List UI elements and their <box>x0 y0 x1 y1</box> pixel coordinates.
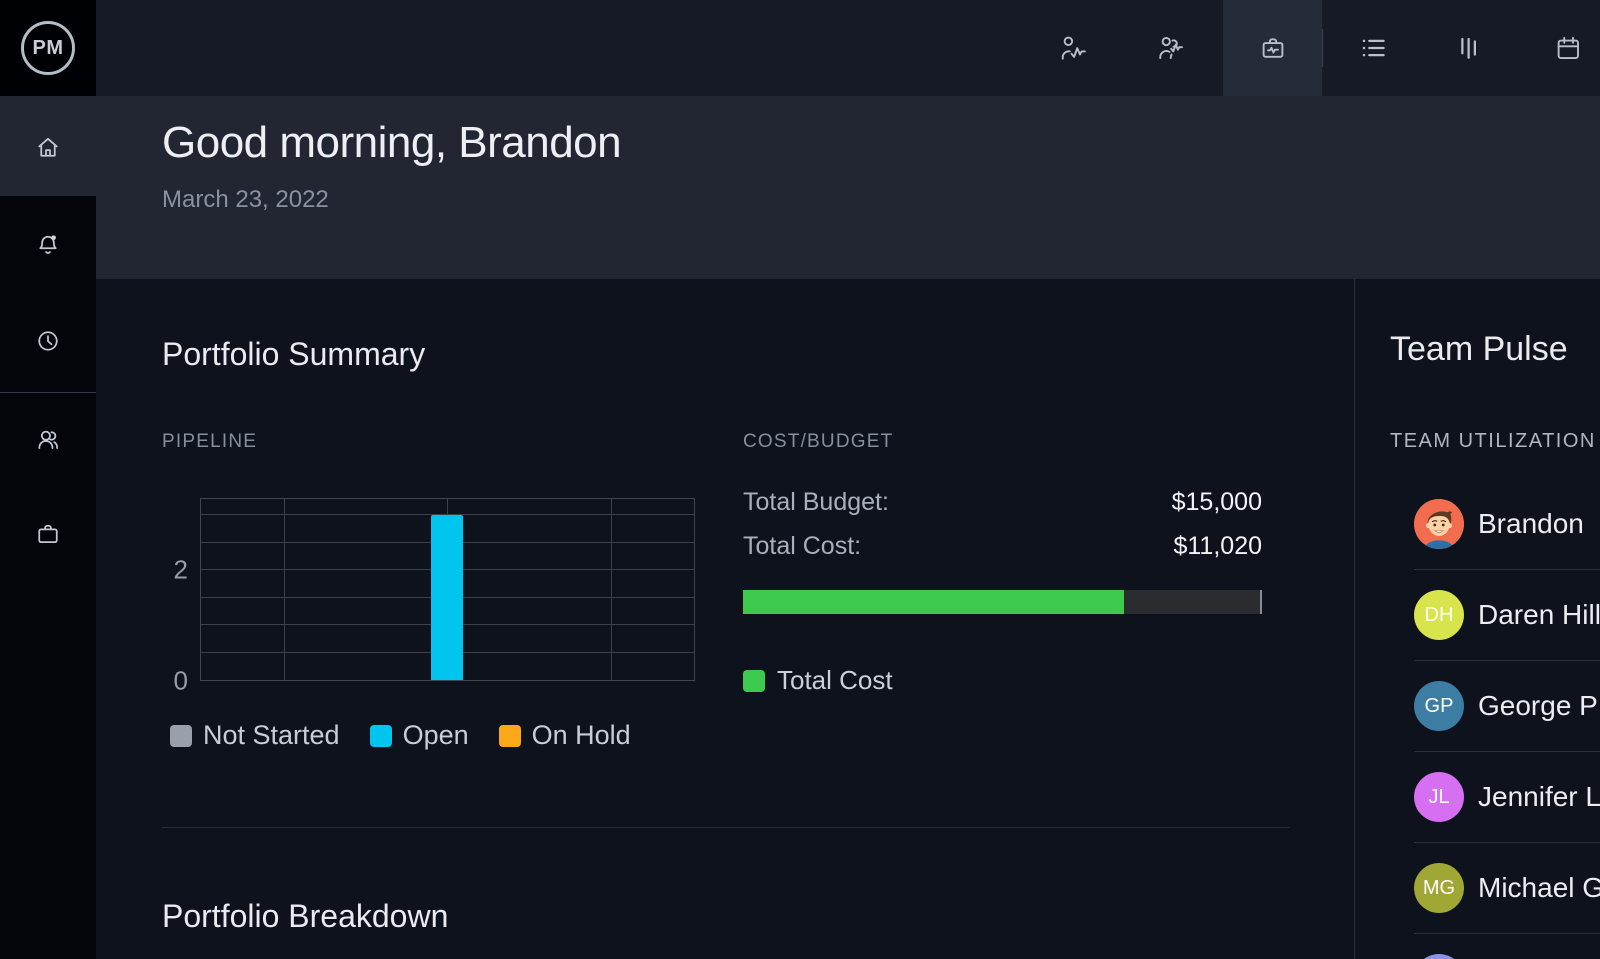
projects-button[interactable] <box>0 519 96 549</box>
total-budget-label: Total Budget: <box>743 488 889 516</box>
app-logo[interactable]: PM <box>0 0 96 96</box>
y-tick-label: 0 <box>173 665 188 696</box>
notification-dot <box>51 235 56 241</box>
home-button[interactable] <box>0 132 96 162</box>
avatar-initials: DH <box>1424 603 1454 626</box>
team-member-row[interactable]: JL Jennifer L <box>1414 751 1600 842</box>
legend-swatch <box>369 724 392 747</box>
team-members-button[interactable] <box>0 424 96 454</box>
recent-button[interactable] <box>0 326 96 356</box>
legend-item-open: Open <box>369 720 469 751</box>
pm-logo-text: PM <box>32 36 64 59</box>
gridline-vertical <box>611 499 613 680</box>
legend-swatch <box>170 724 192 747</box>
team-member-row[interactable]: DH Daren Hill <box>1414 569 1600 660</box>
page-header: Good morning, Brandon March 23, 2022 <box>96 96 1600 279</box>
team-pulse-title: Team Pulse <box>1390 330 1568 368</box>
avatar: JL <box>1414 772 1464 822</box>
board-view-button[interactable] <box>1420 0 1516 96</box>
board-columns-icon <box>1461 37 1476 59</box>
portfolio-button[interactable] <box>1223 0 1322 96</box>
bell-icon <box>39 235 57 254</box>
cost-legend-swatch <box>743 669 765 692</box>
person-pulse-icon <box>1061 36 1086 60</box>
avatar-initials: JL <box>1428 785 1450 808</box>
cost-legend-label: Total Cost <box>777 665 893 695</box>
legend-item-on-hold: On Hold <box>498 720 631 751</box>
team-member-row[interactable] <box>1414 933 1600 959</box>
avatar <box>1414 954 1464 959</box>
team-utilization-list: Brandon DH Daren Hill GP George P JL Jennifer … <box>1414 478 1600 959</box>
people-icon <box>38 430 58 449</box>
portfolio-breakdown-title: Portfolio Breakdown <box>162 898 449 934</box>
total-cost-row: Total Cost: $11,020 <box>743 532 1262 561</box>
portfolio-summary-title: Portfolio Summary <box>162 336 426 372</box>
y-tick-label: 2 <box>173 554 188 585</box>
gridline-vertical <box>283 499 285 680</box>
member-name: George P <box>1478 690 1598 721</box>
clock-icon <box>38 331 58 351</box>
greeting-title: Good morning, Brandon <box>162 118 622 167</box>
legend-item-not-started: Not Started <box>170 720 340 751</box>
avatar: GP <box>1414 681 1464 731</box>
pipeline-chart <box>200 498 695 681</box>
sidebar-divider <box>0 392 96 393</box>
cost-budget-label: COST/BUDGET <box>743 431 894 452</box>
calendar-button[interactable] <box>1520 0 1600 96</box>
cost-legend: Total Cost <box>743 665 893 696</box>
avatar <box>1414 498 1464 549</box>
panel-divider <box>1354 279 1355 959</box>
team-utilization-label: TEAM UTILIZATION <box>1390 430 1596 452</box>
legend-label: On Hold <box>531 720 631 750</box>
total-budget-value: $15,000 <box>1171 488 1262 516</box>
legend-label: Not Started <box>203 720 340 750</box>
home-icon <box>38 137 58 157</box>
topbar-divider <box>1322 29 1323 67</box>
briefcase-pulse-icon <box>1262 38 1283 58</box>
briefcase-icon <box>38 524 58 544</box>
budget-progress-fill <box>743 590 1125 614</box>
member-name: Jennifer L <box>1478 781 1600 812</box>
home-active-tile <box>0 96 96 196</box>
team-member-row[interactable]: MG Michael G <box>1414 842 1600 933</box>
avatar: MG <box>1414 863 1464 913</box>
team-member-row[interactable]: GP George P <box>1414 660 1600 751</box>
member-name: Michael G <box>1478 872 1600 903</box>
team-member-row[interactable]: Brandon <box>1414 478 1600 569</box>
section-divider <box>162 827 1290 828</box>
notifications-button[interactable] <box>0 229 96 259</box>
pipeline-legend: Not Started Open On Hold <box>170 720 631 751</box>
pipeline-bar-open <box>431 515 463 680</box>
budget-progress-bar <box>743 590 1262 614</box>
brandon-avatar-illustration <box>1414 498 1464 549</box>
top-bar: PM <box>0 0 1600 96</box>
avatar-initials: MG <box>1422 876 1456 899</box>
list-icon <box>1362 39 1385 57</box>
budget-progress-endcap <box>1260 590 1262 614</box>
member-name: Brandon <box>1478 507 1584 539</box>
list-view-button[interactable] <box>1325 0 1421 96</box>
avatar-initials: GP <box>1424 694 1454 717</box>
legend-swatch <box>498 724 521 747</box>
total-cost-value: $11,020 <box>1173 532 1262 560</box>
legend-label: Open <box>402 720 469 750</box>
my-work-button[interactable] <box>1025 0 1121 96</box>
header-date: March 23, 2022 <box>162 186 329 213</box>
avatar: DH <box>1414 590 1464 640</box>
total-budget-row: Total Budget: $15,000 <box>743 488 1262 517</box>
total-cost-label: Total Cost: <box>743 532 862 560</box>
left-sidebar <box>0 96 96 959</box>
pm-logo-icon: PM <box>21 21 75 75</box>
pipeline-label: PIPELINE <box>162 431 258 452</box>
member-name: Daren Hill <box>1478 599 1600 630</box>
calendar-icon <box>1557 36 1579 59</box>
people-pulse-icon <box>1159 36 1183 59</box>
team-button[interactable] <box>1122 0 1218 96</box>
